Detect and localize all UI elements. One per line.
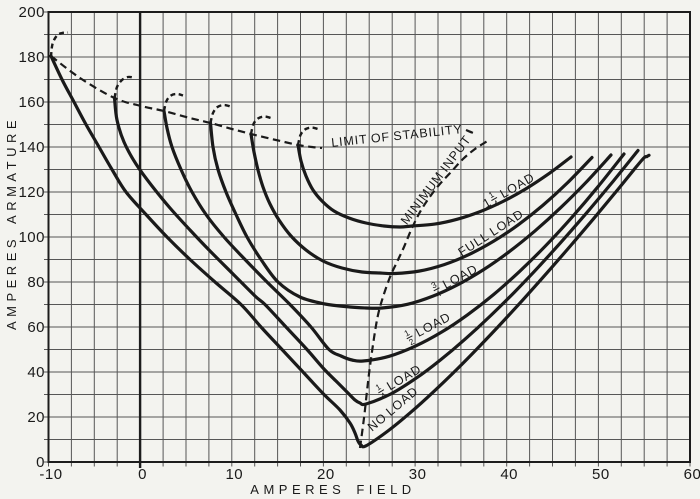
svg-text:30: 30 [409,466,427,483]
svg-text:140: 140 [18,139,45,156]
svg-text:20: 20 [317,466,335,483]
svg-text:1: 1 [373,381,383,392]
svg-text:80: 80 [27,274,45,291]
svg-text:40: 40 [500,466,518,483]
svg-text:180: 180 [18,49,45,66]
svg-text:10: 10 [225,466,243,483]
svg-text:20: 20 [27,409,45,426]
svg-text:AMPERES ARMATURE: AMPERES ARMATURE [4,116,19,330]
svg-text:50: 50 [592,466,610,483]
svg-text:2: 2 [407,336,417,347]
svg-text:200: 200 [18,4,45,21]
svg-text:0: 0 [36,454,45,471]
svg-text:120: 120 [18,184,45,201]
svg-text:1: 1 [402,327,412,338]
svg-text:1: 1 [487,189,497,200]
svg-text:60: 60 [684,466,700,483]
svg-text:-10: -10 [39,466,62,483]
svg-text:100: 100 [18,229,45,246]
svg-text:3: 3 [429,279,439,290]
svg-text:4: 4 [492,197,502,208]
svg-text:0: 0 [138,466,147,483]
svg-text:4: 4 [434,288,444,299]
svg-text:AMPERES FIELD: AMPERES FIELD [250,482,415,497]
svg-text:4: 4 [379,390,389,401]
svg-text:40: 40 [27,364,45,381]
svg-text:60: 60 [27,319,45,336]
svg-text:160: 160 [18,94,45,111]
